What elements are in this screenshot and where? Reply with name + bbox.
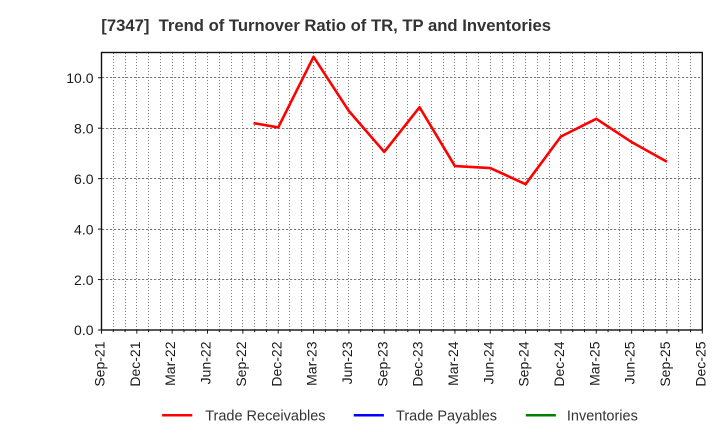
svg-text:Dec-24: Dec-24 [551, 341, 567, 386]
svg-text:Inventories: Inventories [567, 408, 638, 424]
svg-text:Sep-24: Sep-24 [516, 341, 532, 386]
svg-text:Dec-23: Dec-23 [410, 341, 426, 386]
svg-text:Sep-25: Sep-25 [657, 341, 673, 386]
svg-text:Sep-22: Sep-22 [233, 341, 249, 386]
svg-text:Mar-23: Mar-23 [304, 341, 320, 386]
svg-text:Mar-22: Mar-22 [162, 341, 178, 386]
svg-text:[7347] Trend of Turnover Rati: [7347] Trend of Turnover Ratio of TR, TP… [101, 16, 551, 35]
svg-text:6.0: 6.0 [74, 171, 94, 187]
svg-text:Jun-24: Jun-24 [480, 341, 496, 384]
svg-text:Mar-24: Mar-24 [445, 341, 461, 386]
svg-text:Dec-21: Dec-21 [127, 341, 143, 386]
svg-text:Trade Receivables: Trade Receivables [205, 408, 325, 424]
svg-text:4.0: 4.0 [74, 221, 94, 237]
svg-text:10.0: 10.0 [66, 70, 93, 86]
svg-text:Trade Payables: Trade Payables [396, 408, 497, 424]
svg-text:Jun-22: Jun-22 [198, 341, 214, 384]
svg-text:Sep-21: Sep-21 [92, 341, 108, 386]
svg-text:Mar-25: Mar-25 [586, 341, 602, 386]
svg-text:2.0: 2.0 [74, 272, 94, 288]
svg-text:Jun-23: Jun-23 [339, 341, 355, 384]
svg-text:Sep-23: Sep-23 [374, 341, 390, 386]
svg-text:Jun-25: Jun-25 [622, 341, 638, 384]
svg-text:Dec-25: Dec-25 [692, 341, 708, 386]
svg-text:Dec-22: Dec-22 [268, 341, 284, 386]
svg-text:8.0: 8.0 [74, 120, 94, 136]
svg-text:0.0: 0.0 [74, 322, 94, 338]
